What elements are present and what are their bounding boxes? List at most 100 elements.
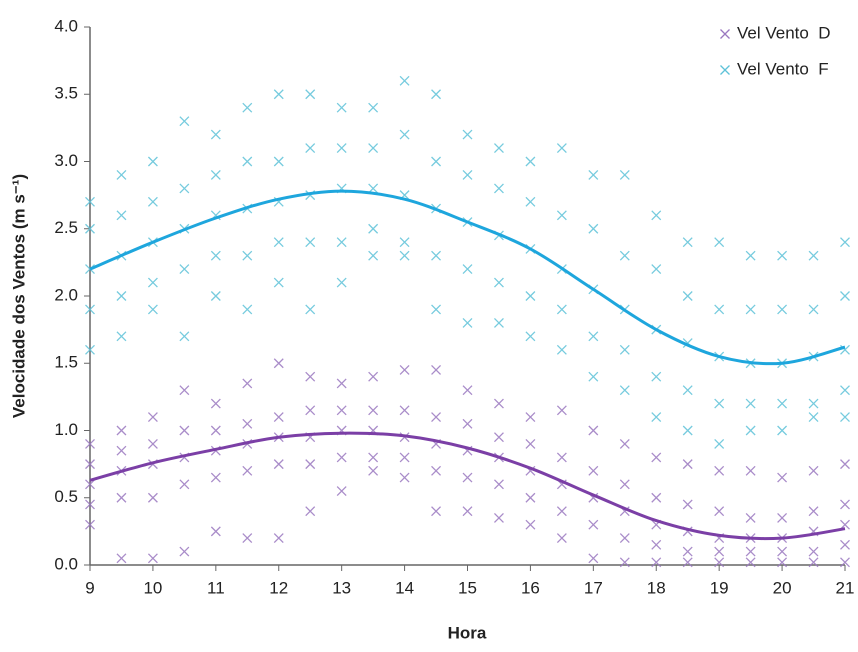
y-axis-label: Velocidade dos Ventos (m s⁻¹) — [9, 174, 28, 418]
scatter-point — [431, 465, 442, 476]
y-tick-label: 0.5 — [54, 487, 78, 506]
scatter-point — [305, 506, 316, 517]
scatter-point — [368, 102, 379, 113]
scatter-point — [305, 405, 316, 416]
y-tick-label: 4.0 — [54, 16, 78, 35]
scatter-point — [85, 304, 95, 315]
scatter-point — [777, 472, 788, 483]
scatter-point — [273, 156, 284, 167]
scatter-point — [840, 412, 850, 423]
scatter-point — [493, 512, 504, 523]
scatter-point — [368, 250, 379, 261]
scatter-point — [462, 385, 473, 396]
scatter-point — [493, 479, 504, 490]
scatter-point — [745, 512, 756, 523]
scatter-point — [273, 459, 284, 470]
scatter-point — [745, 250, 756, 261]
y-tick-label: 2.5 — [54, 218, 78, 237]
scatter-point — [462, 169, 473, 180]
scatter-point — [179, 331, 190, 342]
scatter-point — [808, 546, 819, 557]
scatter-point — [305, 304, 316, 315]
scatter-point — [305, 459, 316, 470]
scatter-point — [525, 519, 536, 530]
scatter-point — [525, 412, 536, 423]
scatter-point — [808, 304, 819, 315]
y-tick-label: 1.5 — [54, 353, 78, 372]
scatter-point — [116, 553, 127, 564]
scatter-point — [273, 89, 284, 100]
scatter-point — [85, 459, 95, 470]
scatter-point — [808, 465, 819, 476]
scatter-point — [431, 365, 442, 375]
scatter-point — [399, 129, 410, 140]
x-tick-label: 17 — [584, 578, 603, 597]
scatter-point — [525, 196, 536, 207]
scatter-point — [714, 237, 725, 248]
scatter-point — [840, 385, 850, 396]
scatter-point — [714, 506, 725, 517]
scatter-point — [651, 492, 662, 503]
x-tick-label: 11 — [207, 578, 225, 597]
scatter-point — [273, 533, 284, 544]
scatter-point — [682, 237, 693, 248]
scatter-point — [556, 452, 567, 463]
scatter-point — [210, 291, 221, 301]
scatter-point — [493, 143, 504, 154]
scatter-point — [273, 237, 284, 248]
scatter-point — [336, 237, 347, 248]
scatter-point — [840, 499, 850, 510]
scatter-point — [651, 371, 662, 382]
scatter-point — [745, 465, 756, 476]
x-tick-label: 10 — [143, 578, 162, 597]
scatter-point — [777, 557, 788, 568]
scatter-point — [179, 425, 190, 436]
scatter-point — [777, 425, 788, 436]
scatter-point — [556, 405, 567, 416]
legend-label: Vel Vento D — [737, 23, 831, 42]
scatter-point — [147, 196, 158, 207]
y-tick-label: 2.0 — [54, 285, 78, 304]
x-tick-label: 12 — [269, 578, 288, 597]
scatter-point — [588, 553, 599, 564]
scatter-point — [116, 331, 127, 342]
scatter-point — [588, 371, 599, 382]
trend-line — [89, 189, 846, 366]
scatter-point — [840, 237, 850, 248]
scatter-point — [85, 344, 95, 355]
scatter-point — [493, 277, 504, 288]
scatter-point — [179, 546, 190, 557]
scatter-point — [116, 425, 127, 436]
scatter-point — [808, 412, 819, 423]
scatter-point — [714, 438, 725, 449]
scatter-point — [431, 506, 442, 517]
scatter-point — [116, 291, 127, 301]
scatter-point — [840, 519, 850, 530]
scatter-point — [368, 452, 379, 463]
scatter-point — [399, 237, 410, 248]
scatter-point — [745, 304, 756, 315]
scatter-point — [462, 317, 473, 328]
scatter-point — [210, 425, 221, 436]
scatter-point — [682, 499, 693, 510]
scatter-point — [619, 169, 630, 180]
scatter-point — [808, 250, 819, 261]
scatter-point — [179, 385, 190, 396]
scatter-point — [336, 452, 347, 463]
scatter-point — [462, 418, 473, 429]
scatter-point — [431, 304, 442, 315]
scatter-point — [493, 183, 504, 194]
scatter-point — [305, 143, 316, 154]
x-tick-label: 20 — [773, 578, 792, 597]
scatter-point — [85, 196, 95, 207]
scatter-point — [368, 371, 379, 382]
scatter-point — [840, 291, 850, 301]
scatter-point — [588, 465, 599, 476]
x-tick-label: 14 — [395, 578, 414, 597]
scatter-point — [242, 250, 253, 261]
scatter-point — [777, 546, 788, 557]
scatter-point — [682, 291, 693, 301]
scatter-point — [305, 237, 316, 248]
trend-line — [89, 431, 846, 541]
scatter-point — [462, 506, 473, 517]
